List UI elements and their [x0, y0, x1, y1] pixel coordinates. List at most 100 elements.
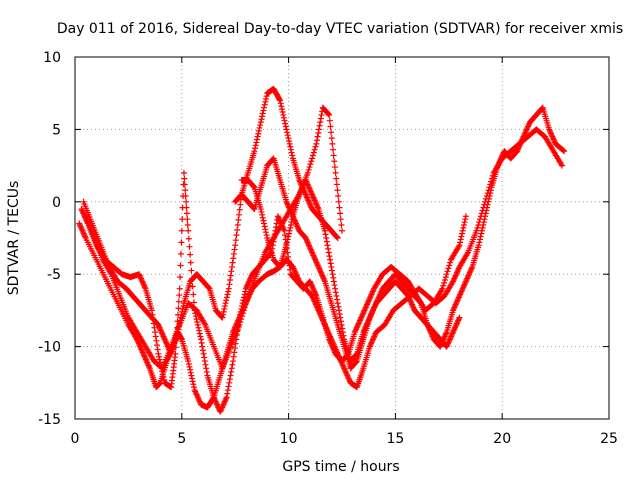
y-axis-label: SDTVAR / TECUs [6, 181, 22, 296]
data-point [236, 321, 243, 328]
data-point [253, 139, 260, 146]
data-point [190, 384, 197, 391]
data-point [325, 249, 332, 256]
data-point [476, 239, 483, 246]
data-point [440, 282, 447, 289]
data-point [441, 279, 448, 286]
x-tick-label: 0 [71, 431, 80, 447]
data-point [260, 107, 267, 114]
data-point [281, 227, 288, 234]
data-point [441, 276, 448, 283]
data-point [482, 210, 489, 217]
data-point [198, 336, 205, 343]
data-point [417, 299, 424, 306]
data-point [221, 303, 228, 310]
x-axis-label: GPS time / hours [282, 459, 399, 475]
data-point [200, 350, 207, 357]
data-point [202, 361, 209, 368]
data-point [228, 368, 235, 375]
data-point [241, 291, 248, 298]
data-point [283, 126, 290, 133]
data-point [259, 113, 266, 120]
data-point [194, 318, 201, 325]
data-point [335, 303, 342, 310]
data-point [255, 127, 262, 134]
data-point [284, 132, 291, 139]
data-point [221, 305, 228, 312]
data-point [285, 253, 292, 260]
x-tick-label: 20 [493, 431, 511, 447]
data-point [226, 379, 233, 386]
data-point [327, 256, 334, 263]
data-point [240, 294, 247, 301]
data-point [237, 201, 244, 208]
data-point [178, 239, 185, 246]
chart-title: Day 011 of 2016, Sidereal Day-to-day VTE… [57, 21, 623, 37]
data-point [184, 221, 191, 228]
data-point [478, 227, 485, 234]
data-point [230, 358, 237, 365]
data-point [279, 109, 286, 116]
data-point [328, 129, 335, 136]
data-point [258, 208, 265, 215]
data-point [325, 245, 332, 252]
data-point [443, 271, 450, 278]
data-point [232, 237, 239, 244]
data-point [256, 124, 263, 131]
data-point [456, 314, 463, 321]
data-point [252, 142, 259, 149]
data-point [223, 394, 230, 401]
data-point [445, 265, 452, 272]
y-tick-labels: -15 -10 -5 0 5 10 [38, 50, 61, 428]
data-point [195, 324, 202, 331]
data-point [457, 236, 464, 243]
data-point [305, 166, 312, 173]
data-point [276, 96, 283, 103]
data-point [280, 111, 287, 118]
data-point [190, 299, 197, 306]
data-point [226, 376, 233, 383]
data-point [480, 219, 487, 226]
data-point [287, 221, 294, 228]
data-point [456, 242, 463, 249]
data-point [457, 239, 464, 246]
data-point [194, 321, 201, 328]
data-point [155, 350, 162, 357]
data-point [198, 339, 205, 346]
data-point [284, 239, 291, 246]
data-point [189, 375, 196, 382]
data-point [337, 314, 344, 321]
series-4 [82, 104, 345, 372]
data-point [487, 190, 494, 197]
series-3 [80, 85, 341, 357]
data-point [220, 311, 227, 318]
data-point [477, 233, 484, 240]
data-point [230, 250, 237, 257]
data-point [334, 296, 341, 303]
data-point [223, 294, 230, 301]
data-point [462, 213, 469, 220]
data-point [314, 137, 321, 144]
data-point [484, 204, 491, 211]
data-point [250, 183, 257, 190]
data-point [241, 304, 248, 311]
data-point [353, 351, 360, 358]
data-point [478, 230, 485, 237]
data-point [439, 285, 446, 292]
data-point [151, 324, 158, 331]
data-point [263, 93, 270, 100]
data-point [262, 226, 269, 233]
data-point [259, 214, 266, 221]
data-point [284, 236, 291, 243]
data-point [286, 262, 293, 269]
data-point [251, 148, 258, 155]
data-point [154, 346, 161, 353]
data-point [225, 383, 232, 390]
data-point [316, 122, 323, 129]
data-point [262, 98, 269, 105]
data-point [338, 221, 345, 228]
data-point [219, 314, 226, 321]
data-point [339, 227, 345, 234]
data-point [330, 152, 337, 159]
